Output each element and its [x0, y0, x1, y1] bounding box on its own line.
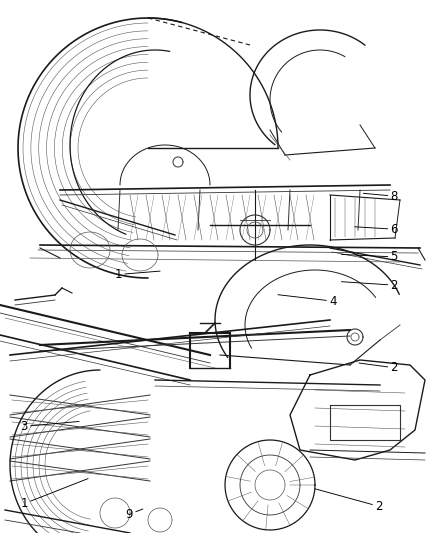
Text: 9: 9	[125, 508, 143, 521]
Text: 2: 2	[315, 489, 383, 513]
Text: 1: 1	[114, 268, 160, 281]
Text: 6: 6	[355, 223, 398, 236]
Text: 5: 5	[342, 251, 398, 263]
Text: 1: 1	[20, 479, 88, 510]
Text: 4: 4	[278, 295, 337, 308]
Text: 3: 3	[21, 420, 79, 433]
Text: 8: 8	[363, 190, 398, 203]
Text: 2: 2	[359, 361, 398, 374]
Text: 2: 2	[341, 279, 398, 292]
